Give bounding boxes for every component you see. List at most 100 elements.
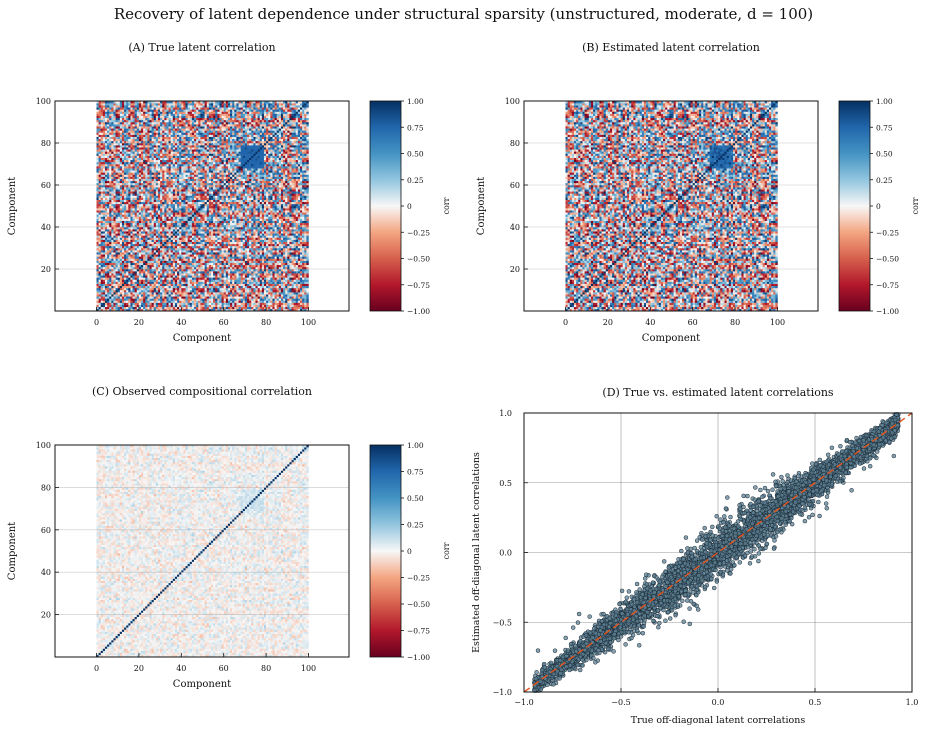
heatmap-cell (153, 250, 157, 253)
heatmap-cell (236, 206, 239, 209)
heatmap-cell (100, 206, 104, 209)
heatmap-cell (194, 287, 197, 291)
heatmap-cell (111, 269, 114, 272)
heatmap-cell (283, 218, 286, 221)
heatmap-cell (236, 262, 239, 266)
heatmap-cell (270, 275, 273, 278)
heatmap-cell (268, 279, 271, 282)
heatmap-cell (111, 264, 114, 268)
heatmap-cell (126, 239, 129, 242)
heatmap-cell (189, 273, 193, 276)
heatmap-cell (179, 258, 182, 261)
heatmap-cell (100, 277, 104, 280)
heatmap-cell (189, 260, 193, 263)
heatmap-cell (102, 216, 106, 219)
heatmap-cell (179, 206, 182, 209)
heatmap-cell (147, 273, 150, 276)
heatmap-cell (111, 254, 114, 257)
heatmap-cell (221, 250, 224, 253)
heatmap-cell (247, 208, 250, 211)
heatmap-cell (263, 277, 267, 280)
heatmap-cell (119, 231, 123, 234)
heatmap-cell (104, 233, 108, 236)
heatmap-cell (121, 302, 125, 305)
heatmap-cell (266, 239, 269, 242)
heatmap-cell (164, 262, 167, 266)
heatmap-cell (172, 222, 176, 226)
heatmap-cell (208, 212, 212, 215)
heatmap-cell (115, 250, 118, 253)
heatmap-cell (153, 298, 157, 301)
heatmap-cell (210, 220, 214, 224)
heatmap-cell (130, 208, 133, 211)
heatmap-cell (98, 308, 101, 312)
heatmap-cell (102, 235, 106, 238)
heatmap-cell (232, 208, 235, 211)
heatmap-cell (191, 287, 195, 291)
heatmap-cell (121, 250, 125, 253)
heatmap-cell (210, 258, 214, 261)
heatmap-cell (102, 214, 106, 217)
heatmap-cell (168, 220, 171, 224)
heatmap-cell (230, 252, 233, 255)
heatmap-cell (117, 208, 121, 211)
heatmap-cell (111, 224, 114, 228)
heatmap-cell (236, 250, 239, 253)
heatmap-cell (259, 216, 263, 219)
heatmap-cell (198, 285, 201, 289)
heatmap-cell (136, 218, 140, 221)
heatmap-cell (272, 273, 275, 276)
heatmap-cell (98, 271, 101, 274)
heatmap-cell (113, 277, 116, 280)
heatmap-cell (293, 287, 297, 291)
heatmap-cell (124, 256, 127, 259)
heatmap-cell (206, 298, 210, 301)
heatmap-cell (234, 279, 237, 282)
heatmap-cell (155, 302, 159, 305)
heatmap-cell (200, 229, 203, 232)
heatmap-cell (291, 214, 294, 217)
heatmap-cell (196, 292, 199, 295)
heatmap-cell (238, 214, 241, 217)
heatmap-cell (238, 296, 241, 299)
heatmap-cell (236, 298, 239, 301)
heatmap-cell (253, 260, 256, 263)
heatmap-cell (113, 290, 116, 293)
heatmap-cell (153, 277, 157, 280)
heatmap-cell (104, 285, 108, 289)
heatmap-cell (172, 254, 176, 257)
heatmap-cell (253, 300, 256, 303)
heatmap-cell (124, 241, 127, 245)
heatmap-cell (300, 218, 303, 221)
heatmap-cell (107, 264, 110, 268)
heatmap-cell (96, 254, 99, 257)
heatmap-cell (172, 231, 176, 234)
heatmap-cell (289, 237, 292, 240)
heatmap-cell (134, 266, 138, 270)
heatmap-cell (102, 252, 106, 255)
heatmap-cell (272, 269, 275, 272)
heatmap-cell (194, 241, 197, 245)
heatmap-cell (115, 287, 118, 291)
heatmap-cell (249, 210, 252, 213)
heatmap-cell (141, 283, 144, 287)
heatmap-cell (198, 218, 201, 221)
heatmap-cell (206, 206, 210, 209)
heatmap-cell (232, 281, 235, 284)
heatmap-cell (187, 237, 191, 240)
heatmap-cell (98, 281, 101, 284)
heatmap-cell (244, 222, 248, 226)
heatmap-cell (102, 233, 106, 236)
heatmap-cell (266, 216, 269, 219)
heatmap-cell (295, 248, 299, 251)
heatmap-cell (295, 304, 299, 308)
heatmap-cell (117, 256, 121, 259)
heatmap-cell (183, 210, 186, 213)
heatmap-cell (302, 239, 305, 242)
heatmap-cell (200, 281, 203, 284)
heatmap-cell (200, 214, 203, 217)
heatmap-cell (202, 212, 205, 215)
heatmap-cell (295, 258, 299, 261)
heatmap-cell (162, 298, 165, 301)
